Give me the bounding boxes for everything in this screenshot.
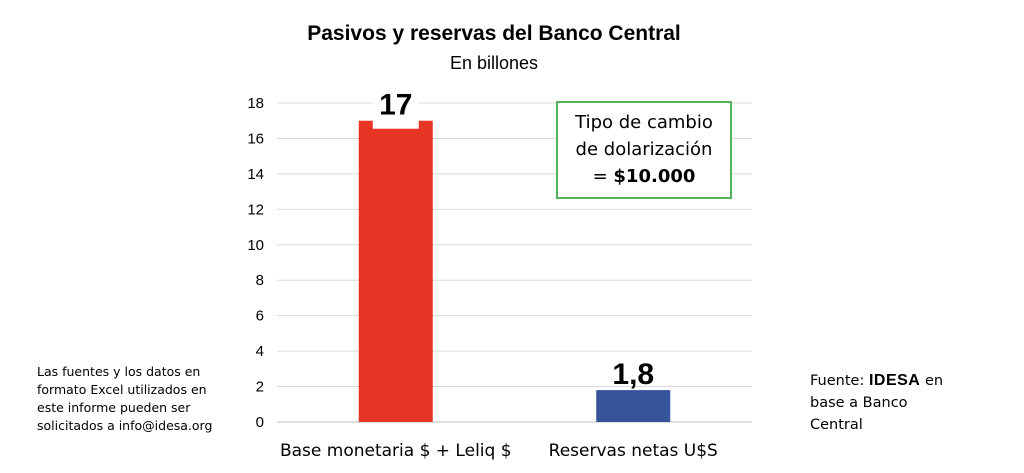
y-tick-label: 18 bbox=[247, 95, 264, 112]
source-brand: IDESA bbox=[868, 372, 921, 389]
y-tick-label: 12 bbox=[247, 201, 264, 218]
bars: 171,8 bbox=[358, 89, 671, 422]
source-note: Fuente: IDESA en base a Banco Central bbox=[810, 370, 943, 436]
chart-subtitle: En billones bbox=[450, 53, 538, 73]
annotation-line-1: Tipo de cambio bbox=[575, 112, 713, 133]
annotation-value: $10.000 bbox=[613, 166, 696, 187]
y-tick-label: 10 bbox=[247, 237, 264, 254]
source-prefix: Fuente: bbox=[810, 373, 869, 389]
data-label: 1,8 bbox=[612, 358, 654, 391]
data-label-background bbox=[372, 94, 419, 129]
note-line-3: este informe pueden ser bbox=[37, 400, 191, 415]
annotation-prefix: = bbox=[592, 166, 614, 187]
x-category-label: Reservas netas U$S bbox=[549, 441, 718, 461]
note-line-2: formato Excel utilizados en bbox=[37, 382, 207, 397]
source-line-1: Fuente: IDESA en bbox=[810, 370, 943, 392]
y-tick-label: 6 bbox=[256, 308, 264, 325]
y-axis-ticks: 0 2 4 6 8 10 12 14 16 18 bbox=[247, 95, 264, 431]
y-tick-label: 0 bbox=[256, 414, 264, 431]
source-suffix: en bbox=[920, 373, 944, 389]
note-line-1: Las fuentes y los datos en bbox=[37, 364, 201, 379]
y-tick-label: 2 bbox=[256, 379, 264, 396]
annotation-line-2: de dolarización bbox=[575, 139, 713, 160]
data-availability-note: Las fuentes y los datos en formato Excel… bbox=[37, 363, 212, 435]
y-tick-label: 4 bbox=[256, 343, 264, 360]
annotation-line-3: = $10.000 bbox=[558, 163, 730, 190]
source-line-2: base a Banco bbox=[810, 395, 908, 411]
y-tick-label: 14 bbox=[247, 166, 264, 183]
data-label: 17 bbox=[379, 89, 412, 122]
y-tick-label: 8 bbox=[256, 272, 264, 289]
x-axis-categories: Base monetaria $ + Leliq $ Reservas netas… bbox=[280, 441, 718, 461]
bar bbox=[596, 390, 671, 422]
y-tick-label: 16 bbox=[247, 130, 264, 147]
bar bbox=[358, 120, 433, 422]
chart-title: Pasivos y reservas del Banco Central bbox=[307, 22, 681, 45]
exchange-rate-annotation: Tipo de cambio de dolarización = $10.000 bbox=[556, 101, 732, 199]
note-line-4: solicitados a info@idesa.org bbox=[37, 418, 213, 433]
source-line-3: Central bbox=[810, 417, 863, 433]
x-category-label: Base monetaria $ + Leliq $ bbox=[280, 441, 512, 461]
